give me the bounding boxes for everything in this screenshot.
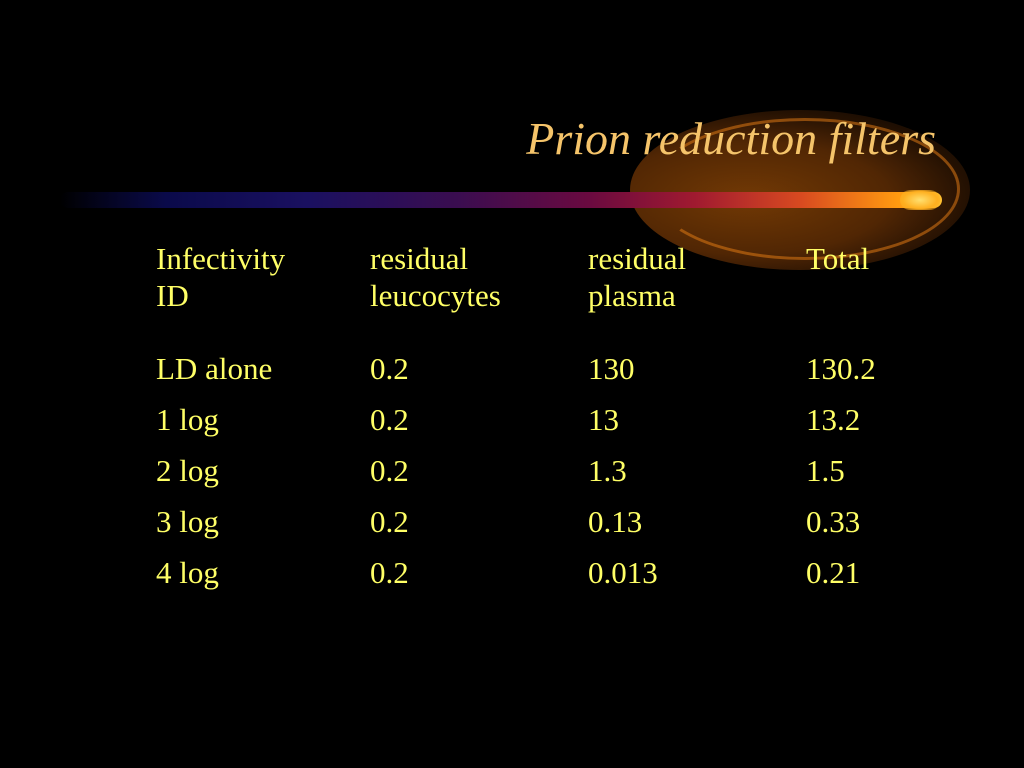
table-cell: 0.2 [370,555,409,590]
table-cell: 0.2 [370,453,409,488]
header-cell-line: residual [370,241,469,276]
table-cell: 0.2 [370,351,409,386]
header-cell-line: residual [588,241,687,276]
table-cell: 13 [588,402,619,437]
header-cell-line: ID [156,278,189,313]
header-cell-residual-plasma: residual plasma [588,240,686,314]
slide-title: Prion reduction filters [526,113,936,164]
header-cell-line: plasma [588,278,676,313]
header-cell-residual-leucocytes: residual leucocytes [370,240,501,314]
table-cell: 0.13 [588,504,643,539]
table-cell: 1.5 [806,453,845,488]
table-cell: 3 log [156,504,219,539]
table-cell: 1 log [156,402,219,437]
table-cell: 0.2 [370,402,409,437]
header-cell-total: Total [806,240,869,277]
table-cell: 2 log [156,453,219,488]
table-cell: 0.21 [806,555,861,590]
header-cell-infectivity-id: Infectivity ID [156,240,285,314]
table-cell: 130.2 [806,351,876,386]
header-cell-line: Total [806,241,870,276]
header-cell-line: Infectivity [156,241,286,276]
table-cell: 0.013 [588,555,658,590]
table-cell: 4 log [156,555,219,590]
table-cell: 130 [588,351,635,386]
table-cell: 1.3 [588,453,627,488]
header-cell-line: leucocytes [370,278,501,313]
table-cell: 0.33 [806,504,861,539]
decorative-gradient-bar [60,192,942,208]
table-cell: 0.2 [370,504,409,539]
decorative-glow-rim [650,118,960,260]
table-cell: 13.2 [806,402,861,437]
decorative-bar-highlight [900,190,940,210]
table-cell: LD alone [156,351,273,386]
